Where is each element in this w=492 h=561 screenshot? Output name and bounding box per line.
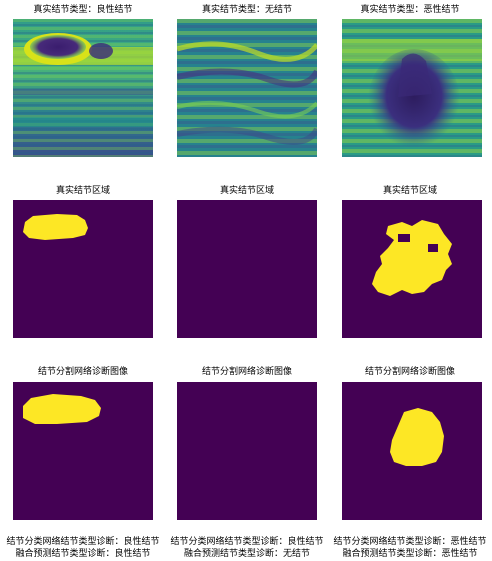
caption-malignant-line2: 融合预测结节类型诊断：恶性结节 <box>328 548 492 560</box>
caption-malignant-line1: 结节分类网络结节类型诊断：恶性结节 <box>328 536 492 548</box>
ultrasound-image-malignant <box>342 19 482 157</box>
nodule-region <box>372 220 452 296</box>
row3-title-3: 结节分割网络诊断图像 <box>330 367 490 378</box>
caption-benign-line2: 融合预测结节类型诊断：良性结节 <box>1 548 165 560</box>
caption-benign-line1: 结节分类网络结节类型诊断：良性结节 <box>1 536 165 548</box>
row2-title-2: 真实结节区域 <box>167 186 327 197</box>
caption-malignant: 结节分类网络结节类型诊断：恶性结节 融合预测结节类型诊断：恶性结节 <box>328 536 492 560</box>
nodule-region <box>23 394 101 424</box>
caption-benign: 结节分类网络结节类型诊断：良性结节 融合预测结节类型诊断：良性结节 <box>1 536 165 560</box>
row1-title-1: 真实结节类型：良性结节 <box>3 5 163 16</box>
caption-normal: 结节分类网络结节类型诊断：良性结节 融合预测结节类型诊断：无结节 <box>165 536 329 560</box>
caption-normal-line2: 融合预测结节类型诊断：无结节 <box>165 548 329 560</box>
ground-truth-mask-normal <box>177 200 317 338</box>
predicted-mask-normal <box>177 382 317 520</box>
ground-truth-mask-benign <box>13 200 153 338</box>
row1-title-2: 真实结节类型：无结节 <box>167 5 327 16</box>
ground-truth-mask-malignant <box>342 200 482 338</box>
predicted-mask-benign <box>13 382 153 520</box>
nodule-region <box>390 408 444 466</box>
row3-title-1: 结节分割网络诊断图像 <box>3 367 163 378</box>
row3-title-2: 结节分割网络诊断图像 <box>167 367 327 378</box>
caption-normal-line1: 结节分类网络结节类型诊断：良性结节 <box>165 536 329 548</box>
nodule-region <box>23 214 88 240</box>
row1-title-3: 真实结节类型：恶性结节 <box>330 5 490 16</box>
row2-title-3: 真实结节区域 <box>330 186 490 197</box>
row2-title-1: 真实结节区域 <box>3 186 163 197</box>
ultrasound-image-benign <box>13 19 153 157</box>
ultrasound-image-normal <box>177 19 317 157</box>
predicted-mask-malignant <box>342 382 482 520</box>
